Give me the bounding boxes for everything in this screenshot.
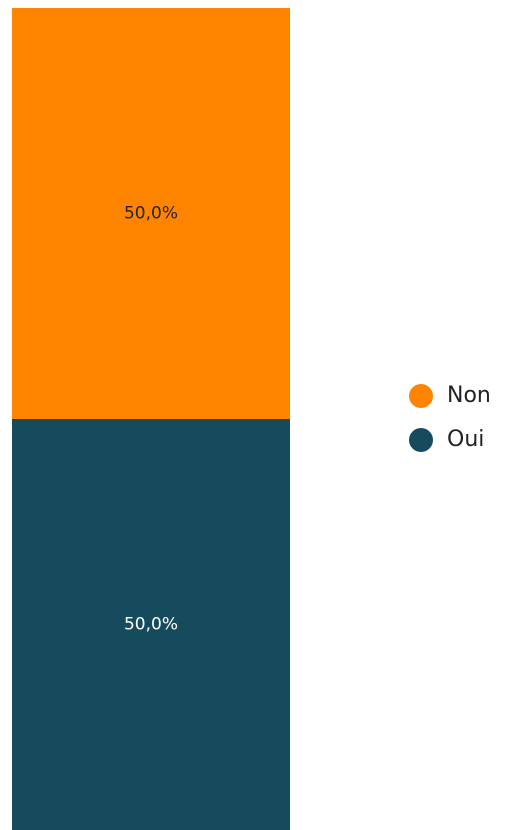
legend-label-non: Non [447, 383, 491, 408]
legend-label-oui: Oui [447, 427, 484, 452]
legend-marker-non [409, 384, 433, 408]
data-label-non: 50,0% [124, 204, 178, 224]
bar-group: 50,0% 50,0% [12, 8, 290, 830]
legend-marker-oui [409, 428, 433, 452]
data-label-oui: 50,0% [124, 615, 178, 635]
bar-segment-oui [12, 419, 290, 830]
legend: Non Oui [409, 383, 491, 452]
bar-segment-non [12, 8, 290, 419]
